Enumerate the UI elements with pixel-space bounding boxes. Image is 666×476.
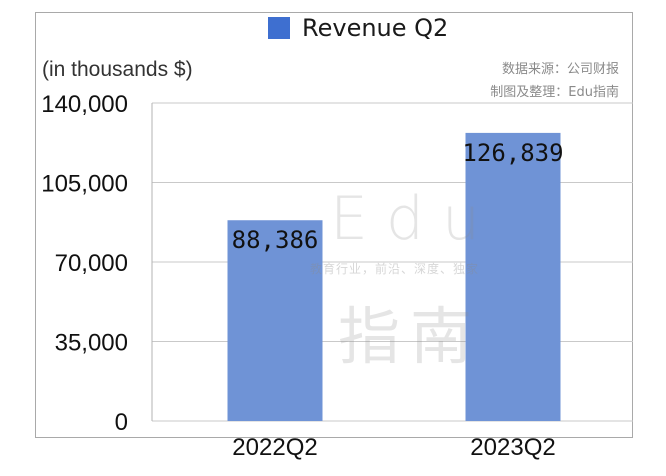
x-tick-label: 2022Q2	[232, 434, 317, 461]
legend-swatch	[268, 17, 290, 39]
data-label: 88,386	[232, 226, 319, 254]
watermark-cn: 指南	[338, 300, 483, 373]
legend: Revenue Q2	[268, 14, 448, 42]
y-axis-unit-label: (in thousands $)	[42, 58, 193, 81]
y-tick-label: 0	[115, 409, 128, 436]
y-tick-label: 70,000	[55, 250, 128, 277]
watermark-tagline: 教育行业，前沿、深度、独家	[310, 262, 480, 276]
bar	[465, 132, 561, 421]
chart-frame	[35, 12, 633, 438]
data-source-label: 数据来源：公司财报	[501, 62, 619, 77]
data-label: 126,839	[462, 139, 563, 167]
x-tick-label: 2023Q2	[470, 434, 555, 461]
y-tick-label: 140,000	[41, 91, 128, 118]
y-tick-label: 105,000	[41, 171, 128, 198]
chart-credit-label: 制图及整理：Edu指南	[490, 85, 619, 100]
bar	[227, 220, 323, 421]
y-tick-label: 35,000	[55, 330, 128, 357]
legend-label: Revenue Q2	[302, 14, 449, 42]
watermark-edu: Edu	[330, 184, 499, 254]
